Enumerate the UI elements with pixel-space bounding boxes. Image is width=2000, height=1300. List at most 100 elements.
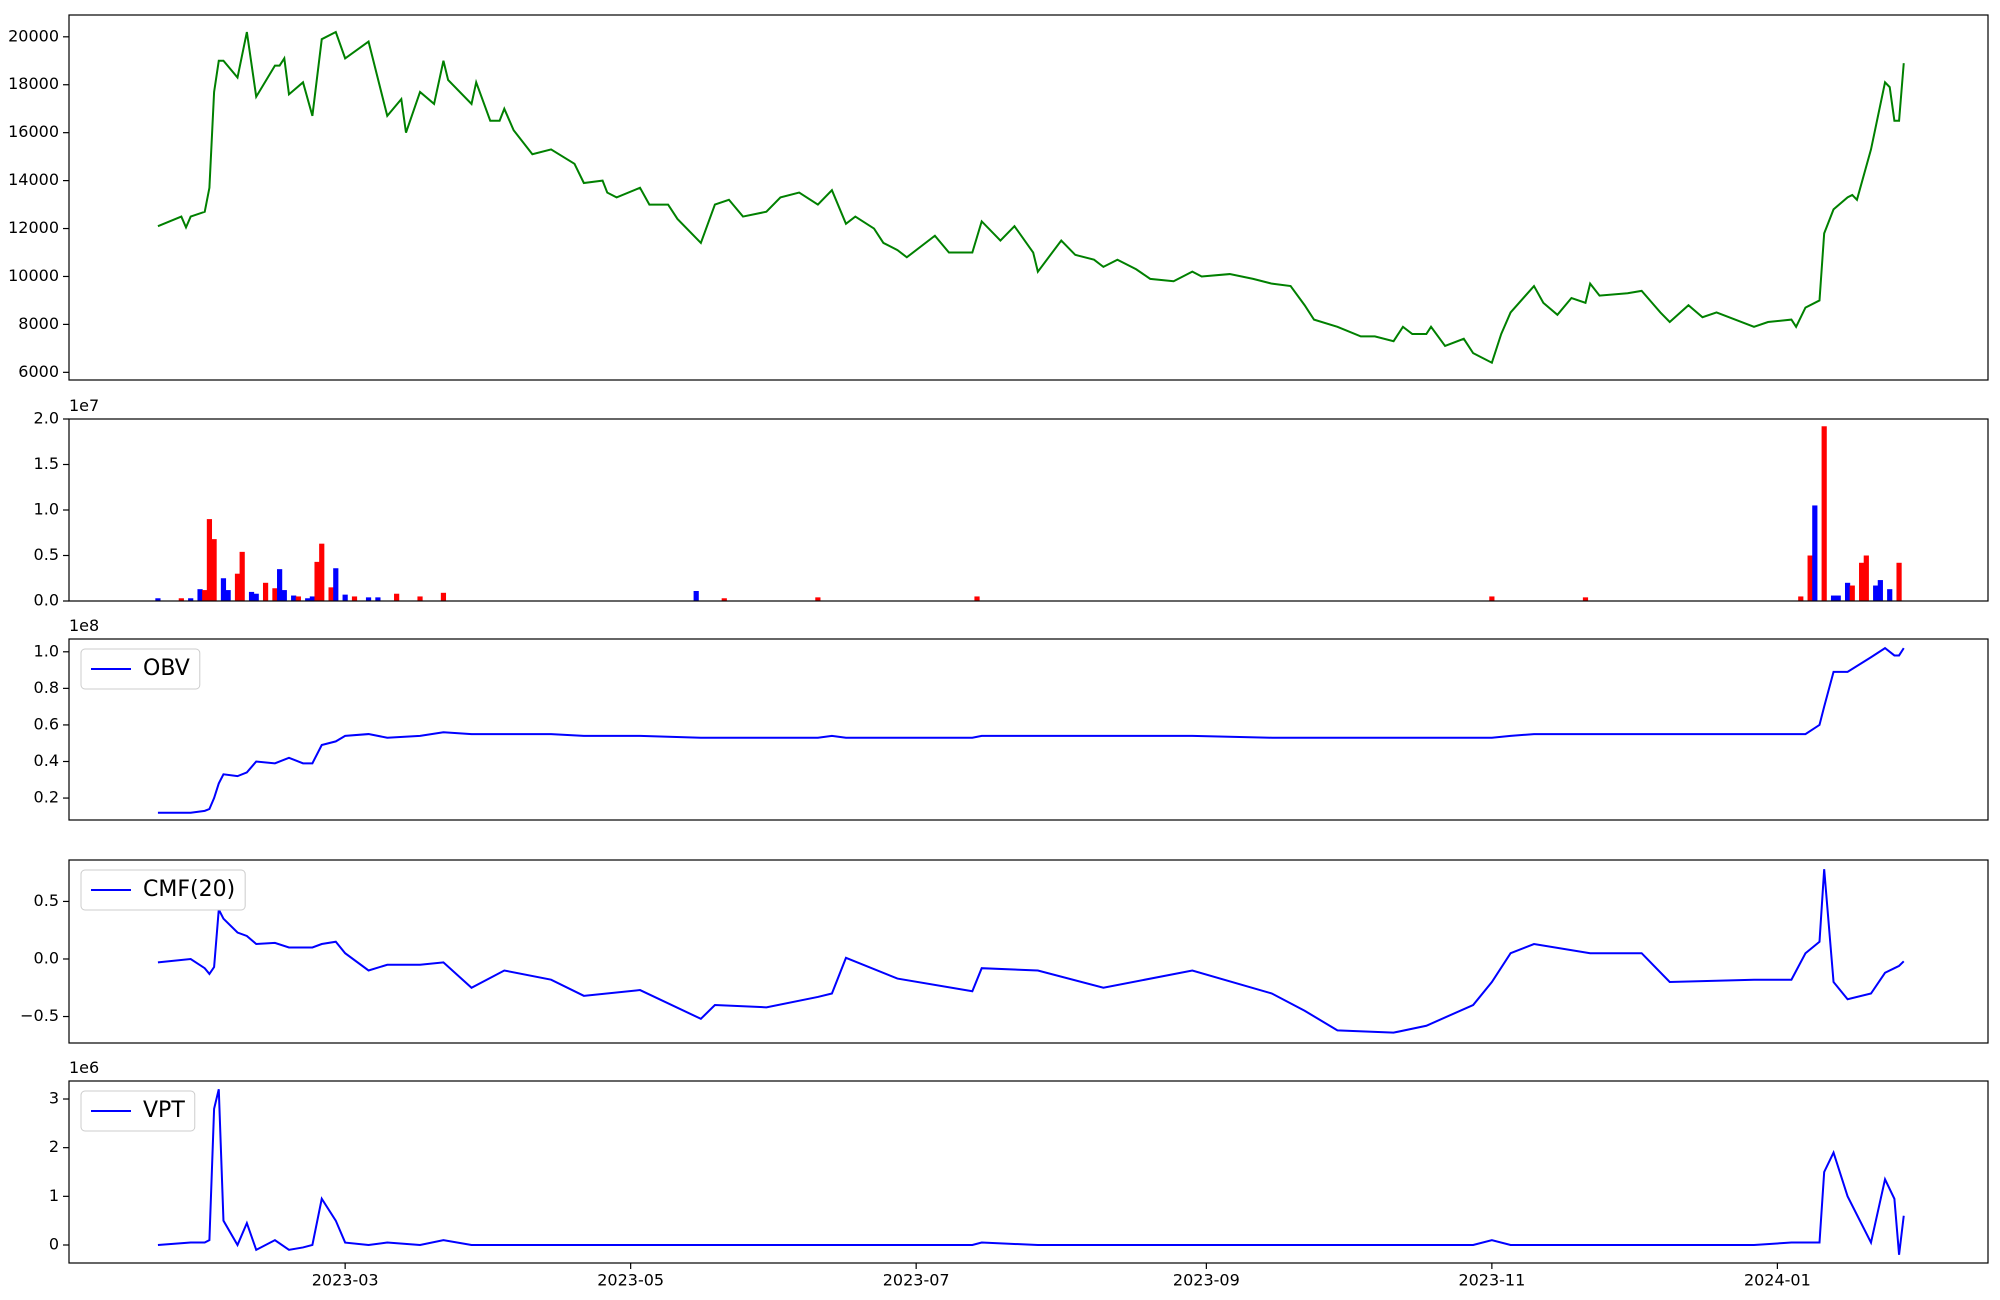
bar [1896,562,1902,601]
bar [1873,585,1879,601]
bar [1798,596,1804,601]
bar [206,519,213,601]
bar [253,593,259,601]
bar [202,590,208,601]
axis-offset-label: 1e6 [69,1058,99,1077]
y-tick-label: 0.8 [34,678,59,697]
axes-frame [68,1080,1989,1264]
bar [262,582,269,601]
bar [277,569,283,601]
bar [1863,555,1869,601]
bar [417,596,423,601]
y-tick-label: 2 [49,1137,59,1156]
y-tick-label: 10000 [8,266,59,285]
y-tick-label: 1 [49,1186,59,1205]
bar [815,597,821,601]
x-tick-label: 2023-07 [883,1271,950,1290]
bar [1877,580,1883,601]
axis-offset-label: 1e8 [69,616,99,635]
bar [225,590,231,601]
bar [1812,505,1818,601]
y-tick-label: 0.2 [34,788,59,807]
x-tick-label: 2023-05 [597,1271,664,1290]
bar [1830,595,1837,601]
bar [721,598,727,601]
axis-offset-label: 1e7 [69,396,99,415]
legend-label: VPT [143,1098,185,1123]
bar [351,596,358,601]
legend-box [80,1090,196,1132]
bar [375,597,381,601]
legend-label: CMF(20) [143,877,235,902]
line [157,869,1905,1034]
bar [291,595,297,601]
bar [197,589,203,601]
x-tick-label: 2023-03 [312,1271,379,1290]
y-tick-label: 3 [49,1089,59,1108]
line [157,30,1905,365]
bar [440,592,447,601]
x-tick-label: 2023-09 [1173,1271,1240,1290]
bar [178,598,184,601]
bar [220,578,227,601]
y-tick-label: 20000 [8,26,59,45]
line [157,646,1905,814]
bar [281,590,287,601]
legend-box [80,648,201,690]
bar [342,594,348,601]
legend-box [80,869,246,911]
y-tick-label: −0.5 [20,1006,59,1025]
bar [1582,597,1589,601]
bar [319,543,325,601]
bar [239,551,245,601]
bar [693,590,699,601]
y-tick-label: 0.0 [34,591,59,610]
y-tick-label: 2.0 [34,409,59,428]
bar [1807,555,1813,601]
y-tick-label: 1.5 [34,454,59,473]
bar [295,596,301,601]
y-tick-label: 12000 [8,218,59,237]
bar [1821,426,1827,601]
bar [211,539,217,601]
bar [1887,589,1893,601]
bar [272,588,278,601]
y-tick-label: 0.4 [34,751,59,770]
y-tick-label: 0 [49,1234,59,1253]
y-tick-label: 18000 [8,74,59,93]
x-tick-label: 2024-01 [1744,1271,1811,1290]
bar [365,597,372,601]
axes-frame [68,859,1989,1044]
bar [248,591,255,601]
axes-frame [68,14,1989,381]
bar [333,568,339,601]
y-tick-label: 1.0 [34,500,59,519]
bar [1849,585,1855,601]
y-tick-label: 0.6 [34,714,59,733]
y-tick-label: 0.0 [34,948,59,967]
y-tick-label: 0.5 [34,891,59,910]
bar [1859,562,1865,601]
y-tick-label: 16000 [8,122,59,141]
bar [188,598,194,601]
y-tick-label: 0.5 [34,545,59,564]
bar [314,561,320,601]
bar [394,593,400,601]
bar [234,573,241,601]
x-tick-label: 2023-11 [1458,1271,1525,1290]
axes-frame [68,638,1989,821]
line [157,1089,1905,1255]
bar [1835,595,1841,601]
bar [305,598,311,601]
legend-label: OBV [143,656,190,681]
bar [1489,596,1495,601]
axes-frame [68,418,1989,602]
bar [155,598,161,601]
y-tick-label: 8000 [18,314,59,333]
bar [309,596,315,601]
y-tick-label: 1.0 [34,641,59,660]
y-tick-label: 14000 [8,170,59,189]
bar [328,587,334,601]
bar [974,596,980,601]
